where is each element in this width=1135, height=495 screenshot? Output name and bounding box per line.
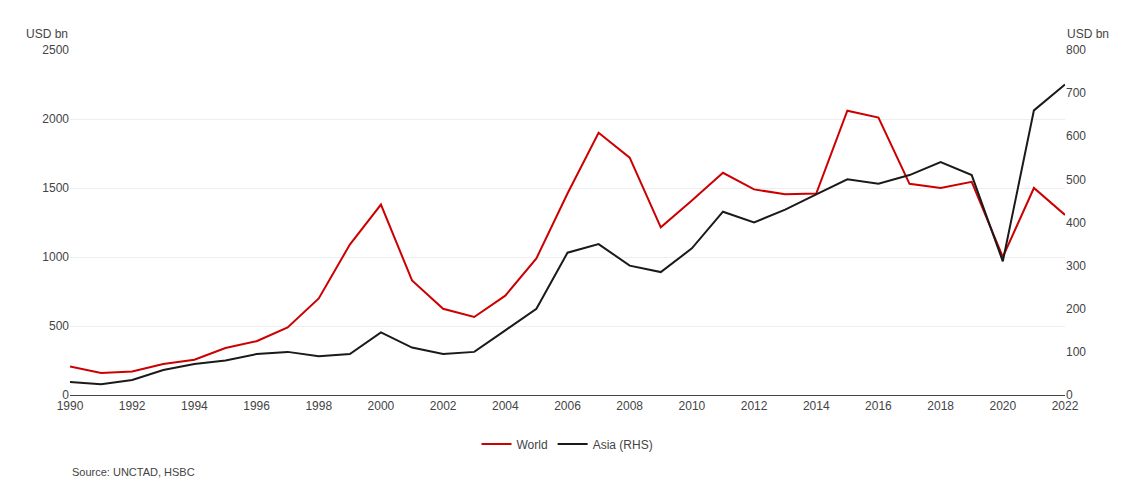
svg-text:USD bn: USD bn (26, 27, 68, 41)
svg-text:0: 0 (62, 388, 69, 402)
svg-text:1990: 1990 (57, 399, 84, 413)
svg-text:800: 800 (1066, 43, 1086, 57)
svg-text:600: 600 (1066, 129, 1086, 143)
svg-text:2010: 2010 (679, 399, 706, 413)
svg-text:Asia (RHS): Asia (RHS) (593, 438, 653, 452)
svg-text:2014: 2014 (803, 399, 830, 413)
svg-text:500: 500 (1066, 173, 1086, 187)
svg-text:2004: 2004 (492, 399, 519, 413)
svg-text:1500: 1500 (42, 181, 69, 195)
svg-text:2012: 2012 (741, 399, 768, 413)
svg-text:300: 300 (1066, 259, 1086, 273)
svg-text:2002: 2002 (430, 399, 457, 413)
svg-text:0: 0 (1066, 388, 1073, 402)
svg-text:2008: 2008 (616, 399, 643, 413)
svg-text:1996: 1996 (243, 399, 270, 413)
svg-text:USD bn: USD bn (1067, 27, 1109, 41)
svg-text:500: 500 (49, 319, 69, 333)
svg-text:1998: 1998 (305, 399, 332, 413)
svg-text:1994: 1994 (181, 399, 208, 413)
svg-text:World: World (517, 438, 548, 452)
svg-text:100: 100 (1066, 345, 1086, 359)
svg-text:1992: 1992 (119, 399, 146, 413)
svg-text:700: 700 (1066, 86, 1086, 100)
svg-text:2000: 2000 (368, 399, 395, 413)
svg-text:1000: 1000 (42, 250, 69, 264)
svg-text:Source: UNCTAD, HSBC: Source: UNCTAD, HSBC (72, 466, 195, 478)
svg-text:2006: 2006 (554, 399, 581, 413)
svg-text:200: 200 (1066, 302, 1086, 316)
svg-text:400: 400 (1066, 216, 1086, 230)
svg-text:2022: 2022 (1052, 399, 1079, 413)
svg-text:2500: 2500 (42, 43, 69, 57)
svg-text:2020: 2020 (989, 399, 1016, 413)
svg-text:2018: 2018 (927, 399, 954, 413)
svg-text:2000: 2000 (42, 112, 69, 126)
svg-text:2016: 2016 (865, 399, 892, 413)
